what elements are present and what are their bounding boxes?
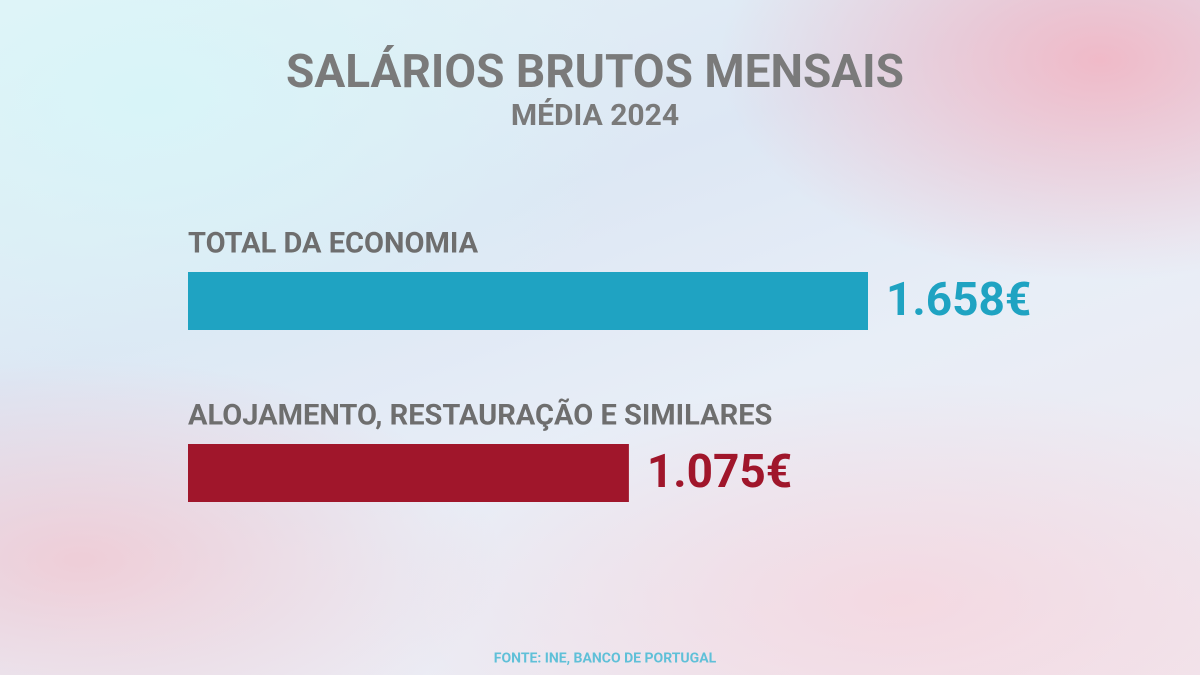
category-label: ALOJAMENTO, RESTAURAÇÃO E SIMILARES xyxy=(188,398,772,433)
chart-subtitle: MÉDIA 2024 xyxy=(511,98,679,133)
bar xyxy=(188,444,629,502)
value-label: 1.075€ xyxy=(647,445,792,499)
category-label: TOTAL DA ECONOMIA xyxy=(188,227,479,261)
bar xyxy=(188,272,868,330)
value-label: 1.658€ xyxy=(886,273,1031,327)
chart-title: SALÁRIOS BRUTOS MENSAIS xyxy=(286,45,904,99)
source: FONTE: INE, BANCO DE PORTUGAL xyxy=(494,651,717,667)
